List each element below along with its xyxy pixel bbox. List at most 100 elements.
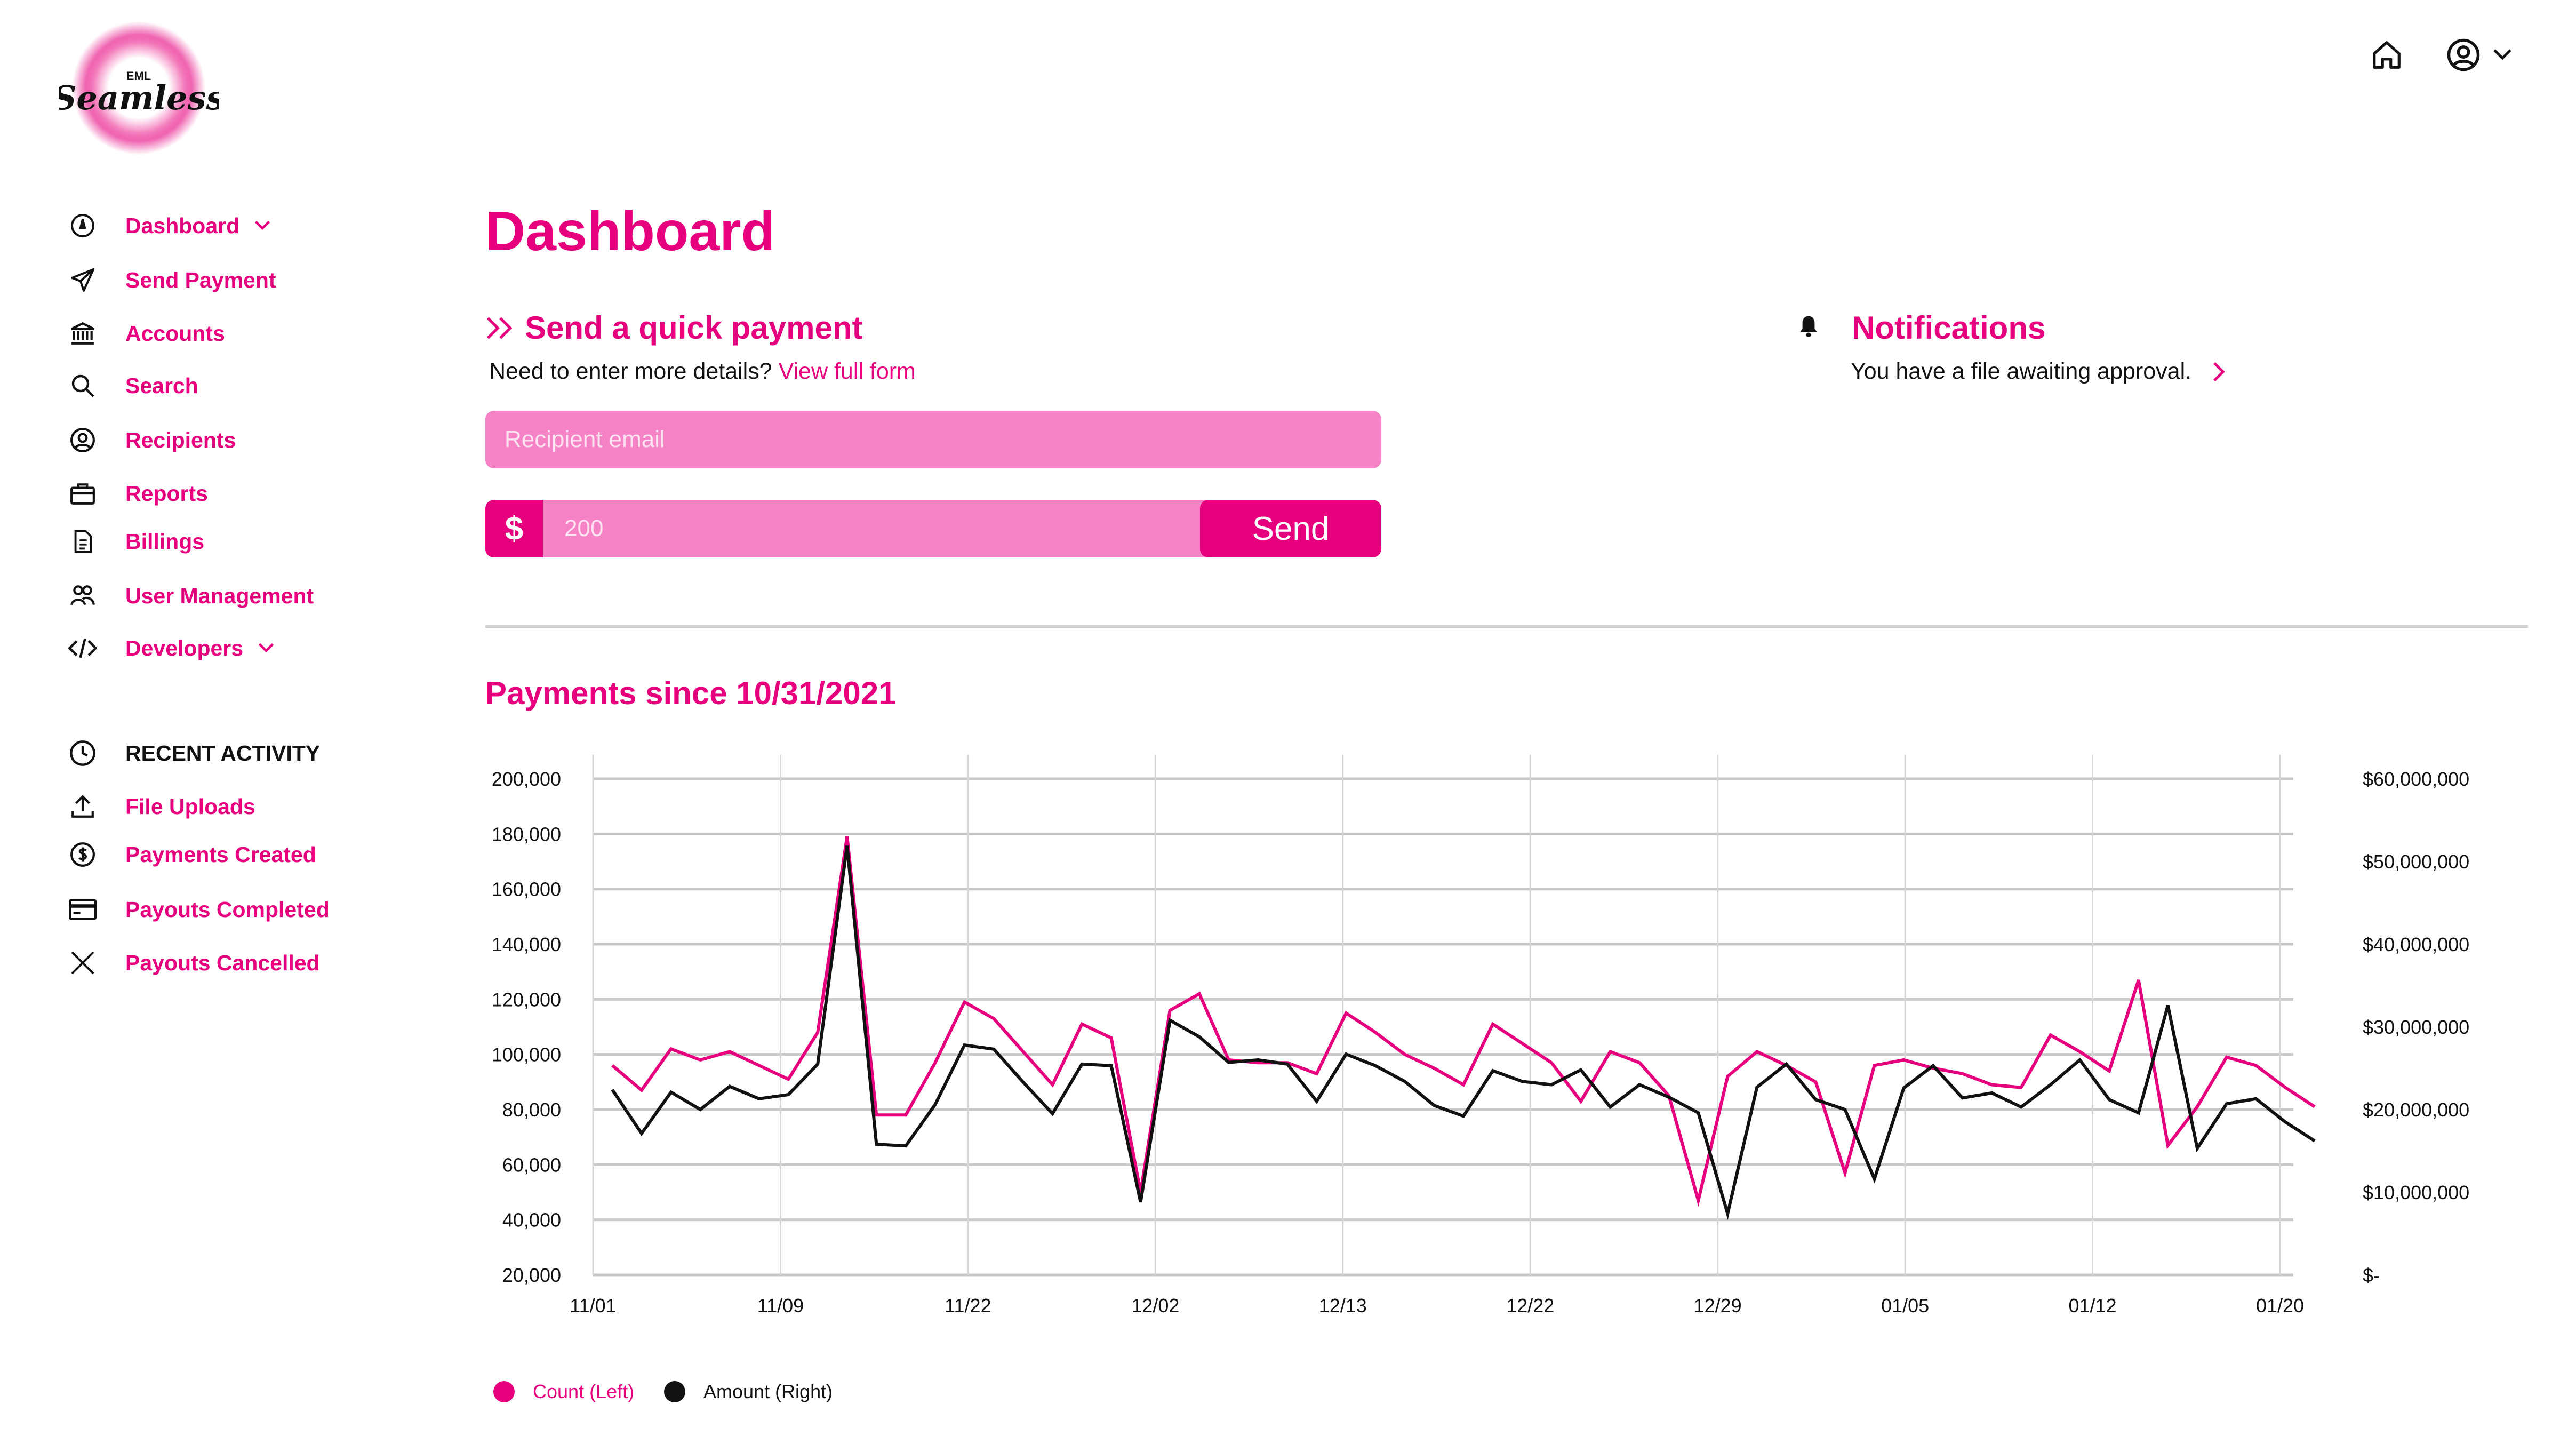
sidebar-item-label: Developers — [125, 635, 244, 660]
search-icon — [67, 370, 99, 402]
notifications-title: Notifications — [1852, 310, 2046, 346]
y-right-tick-label: $10,000,000 — [2363, 1182, 2469, 1203]
recent-item-payouts-cancelled[interactable]: Payouts Cancelled — [67, 947, 320, 979]
document-icon — [67, 525, 99, 557]
quick-payment-heading: Send a quick payment — [485, 309, 863, 346]
x-tick-label: 12/02 — [1131, 1295, 1179, 1317]
notifications-heading: Notifications — [1797, 309, 2045, 346]
view-full-form-link[interactable]: View full form — [778, 358, 916, 384]
chart-title: Payments since 10/31/2021 — [485, 675, 897, 711]
chevron-down-icon — [258, 643, 274, 653]
sidebar-item-reports[interactable]: Reports — [67, 477, 208, 509]
recent-item-label: Payouts Cancelled — [125, 950, 320, 975]
seamless-logo[interactable]: EML Seamless — [59, 21, 219, 160]
chevron-right-icon — [2213, 362, 2225, 381]
clock-icon — [67, 737, 99, 769]
user-circle-icon — [67, 424, 99, 456]
y-left-tick-label: 60,000 — [502, 1154, 561, 1176]
y-right-tick-label: $- — [2363, 1264, 2380, 1286]
sidebar-item-developers[interactable]: Developers — [67, 632, 274, 664]
sidebar-item-label: Send Payment — [125, 267, 276, 292]
y-left-tick-label: 100,000 — [492, 1044, 561, 1066]
series-line-amount — [611, 845, 2316, 1220]
double-chevron-right-icon — [486, 317, 513, 339]
recent-item-file-uploads[interactable]: File Uploads — [67, 791, 255, 823]
y-right-tick-label: $20,000,000 — [2363, 1099, 2469, 1121]
recent-activity-heading: RECENT ACTIVITY — [67, 737, 320, 769]
sidebar-item-dashboard[interactable]: Dashboard — [67, 210, 270, 242]
sidebar-item-label: User Management — [125, 583, 314, 608]
sidebar-item-label: Reports — [125, 481, 208, 506]
y-right-tick-label: $60,000,000 — [2363, 768, 2469, 790]
quick-payment-title: Send a quick payment — [525, 310, 863, 346]
x-tick-label: 12/29 — [1694, 1295, 1742, 1317]
legend-count: Count (Left) — [493, 1381, 634, 1403]
notification-text: You have a file awaiting approval. — [1851, 358, 2192, 384]
sidebar-item-billings[interactable]: Billings — [67, 525, 204, 557]
recipient-email-input[interactable] — [485, 411, 1381, 468]
y-left-tick-label: 120,000 — [492, 988, 561, 1010]
chevron-down-icon — [2493, 49, 2511, 60]
legend-count-label: Count (Left) — [533, 1381, 635, 1402]
bell-icon — [1797, 309, 1820, 346]
logo-text: Seamless — [59, 78, 219, 117]
briefcase-icon — [67, 477, 99, 509]
sidebar-item-user-management[interactable]: User Management — [67, 580, 314, 612]
recent-item-label: File Uploads — [125, 794, 255, 819]
y-right-tick-label: $40,000,000 — [2363, 934, 2469, 955]
sidebar-item-search[interactable]: Search — [67, 370, 198, 402]
recent-item-label: Payments Created — [125, 842, 316, 867]
x-tick-label: 01/12 — [2069, 1295, 2117, 1317]
y-left-tick-label: 160,000 — [492, 879, 561, 900]
legend-dot-amount — [664, 1381, 685, 1402]
x-tick-label: 11/01 — [570, 1295, 616, 1317]
legend-amount: Amount (Right) — [664, 1381, 833, 1403]
recent-item-label: Payouts Completed — [125, 897, 330, 922]
send-icon — [67, 264, 99, 296]
y-right-tick-label: $50,000,000 — [2363, 851, 2469, 873]
sidebar-item-label: Recipients — [125, 427, 236, 452]
sidebar-item-recipients[interactable]: Recipients — [67, 424, 236, 456]
x-tick-label: 12/13 — [1319, 1295, 1367, 1317]
amount-input[interactable] — [543, 500, 1200, 557]
recent-item-payments-created[interactable]: Payments Created — [67, 839, 316, 871]
amount-row: $ Send — [485, 500, 1381, 557]
upload-icon — [67, 791, 99, 823]
home-button[interactable] — [2370, 38, 2403, 71]
y-left-tick-label: 20,000 — [502, 1264, 561, 1286]
page-title: Dashboard — [485, 201, 775, 262]
user-menu[interactable] — [2446, 37, 2512, 73]
users-icon — [67, 580, 99, 612]
x-tick-label: 12/22 — [1506, 1295, 1554, 1317]
x-tick-label: 11/22 — [945, 1295, 991, 1317]
sidebar-item-send-payment[interactable]: Send Payment — [67, 264, 276, 296]
card-icon — [67, 893, 99, 926]
sidebar-item-label: Accounts — [125, 321, 225, 346]
series-line-count — [611, 836, 2316, 1207]
y-left-tick-label: 180,000 — [492, 823, 561, 845]
user-circle-icon — [2447, 38, 2480, 71]
sidebar-item-label: Search — [125, 373, 198, 398]
x-tick-label: 01/20 — [2256, 1295, 2304, 1317]
x-tick-label: 01/05 — [1881, 1295, 1929, 1317]
send-button[interactable]: Send — [1200, 500, 1381, 557]
recent-activity-title: RECENT ACTIVITY — [125, 740, 321, 765]
y-left-tick-label: 140,000 — [492, 934, 561, 955]
close-icon — [67, 947, 99, 979]
sidebar-item-accounts[interactable]: Accounts — [67, 317, 225, 349]
legend-amount-label: Amount (Right) — [703, 1381, 833, 1402]
quick-payment-subtitle-text: Need to enter more details? — [489, 358, 772, 384]
divider — [485, 625, 2528, 628]
dollar-circle-icon — [67, 839, 99, 871]
notification-item[interactable]: You have a file awaiting approval. — [1851, 358, 2225, 385]
y-left-tick-label: 80,000 — [502, 1099, 561, 1121]
currency-badge: $ — [485, 500, 543, 557]
logo-small-text: EML — [126, 69, 151, 83]
y-left-tick-label: 40,000 — [502, 1209, 561, 1231]
code-icon — [67, 632, 99, 664]
quick-payment-subtitle: Need to enter more details? View full fo… — [489, 358, 916, 385]
y-right-tick-label: $30,000,000 — [2363, 1016, 2469, 1038]
recent-item-payouts-completed[interactable]: Payouts Completed — [67, 893, 330, 926]
sidebar-item-label: Dashboard — [125, 213, 240, 238]
